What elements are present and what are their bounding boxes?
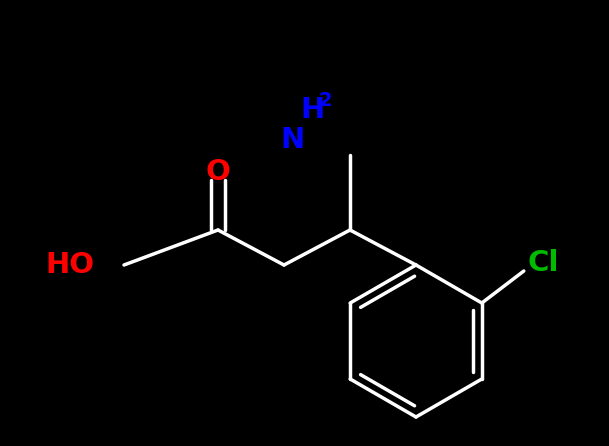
Text: H: H [300, 96, 324, 124]
Text: O: O [206, 158, 230, 186]
Text: HO: HO [46, 251, 95, 279]
Text: 2: 2 [318, 91, 332, 110]
Text: Cl: Cl [528, 249, 559, 277]
Text: N: N [280, 126, 304, 154]
